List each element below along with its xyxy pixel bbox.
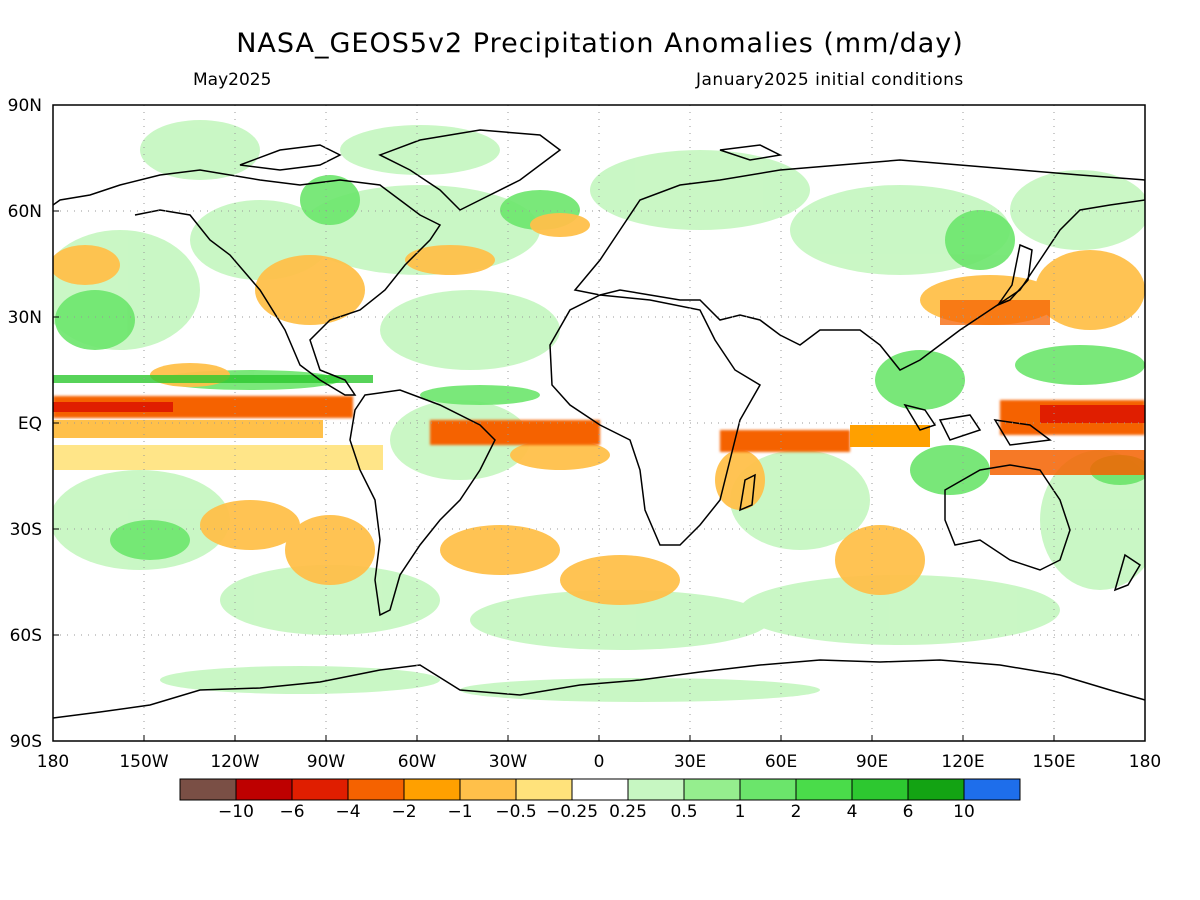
- colorbar-label: −10: [218, 802, 254, 822]
- colorbar-label: 0.25: [609, 802, 647, 822]
- colorbar-label: 0.5: [670, 802, 698, 822]
- colorbar-swatch: [739, 778, 797, 801]
- colorbar-label: −0.25: [545, 802, 599, 822]
- x-tick-label: 180: [37, 752, 69, 772]
- colorbar-label: 6: [902, 802, 914, 822]
- x-axis: 180 150W 120W 90W 60W 30W 0 30E 60E 90E 120E 150E 18…: [37, 735, 1161, 772]
- colorbar-label: −4: [335, 802, 361, 822]
- colorbar-swatch: [179, 778, 237, 801]
- colorbar-swatch: [235, 778, 293, 801]
- y-tick-label: 60S: [10, 626, 42, 646]
- colorbar-swatch: [403, 778, 461, 801]
- x-tick-label: 60E: [765, 752, 797, 772]
- initial-conditions: January2025 initial conditions: [696, 70, 964, 90]
- colorbar-swatch: [347, 778, 405, 801]
- y-tick-label: 90S: [10, 732, 42, 752]
- anomaly-field: [53, 120, 1145, 702]
- y-tick-label: 30N: [8, 308, 42, 328]
- x-tick-label: 120W: [210, 752, 259, 772]
- y-tick-label: EQ: [18, 414, 42, 434]
- colorbar-swatch: [627, 778, 685, 801]
- x-tick-label: 60W: [398, 752, 437, 772]
- chart-title: NASA_GEOS5v2 Precipitation Anomalies (mm…: [236, 28, 964, 59]
- colorbar-label: −2: [391, 802, 417, 822]
- x-tick-label: 90E: [856, 752, 888, 772]
- x-tick-label: 30E: [674, 752, 706, 772]
- x-tick-label: 90W: [307, 752, 346, 772]
- colorbar-swatch: [795, 778, 853, 801]
- grid-lines: [53, 105, 1145, 741]
- x-tick-label: 120E: [941, 752, 984, 772]
- colorbar-label: −6: [279, 802, 305, 822]
- colorbar-label: −1: [447, 802, 473, 822]
- coastlines: [53, 129, 1145, 719]
- colorbar-label: 4: [846, 802, 858, 822]
- forecast-month: May2025: [193, 70, 272, 90]
- x-tick-label: 30W: [489, 752, 528, 772]
- x-tick-label: 180: [1129, 752, 1161, 772]
- colorbar-swatch: [851, 778, 909, 801]
- colorbar-swatch: [963, 778, 1021, 801]
- x-tick-label: 0: [594, 752, 605, 772]
- colorbar-label: 10: [953, 802, 975, 822]
- y-tick-label: 60N: [8, 202, 42, 222]
- colorbar-label: 1: [734, 802, 746, 822]
- colorbar-swatch: [459, 778, 517, 801]
- colorbar-swatch: [515, 778, 573, 801]
- y-tick-label: 90N: [8, 96, 42, 116]
- y-axis: 90N 60N 30N EQ 30S 60S 90S: [8, 96, 59, 752]
- colorbar-swatch: [291, 778, 349, 801]
- colorbar-swatch: [907, 778, 965, 801]
- colorbar-swatch: [683, 778, 741, 801]
- y-tick-label: 30S: [10, 520, 42, 540]
- x-tick-label: 150E: [1032, 752, 1075, 772]
- colorbar-label: −0.5: [495, 802, 537, 822]
- colorbar-swatch: [571, 778, 629, 801]
- x-tick-label: 150W: [119, 752, 168, 772]
- colorbar-label: 2: [790, 802, 802, 822]
- colorbar: [179, 778, 1021, 801]
